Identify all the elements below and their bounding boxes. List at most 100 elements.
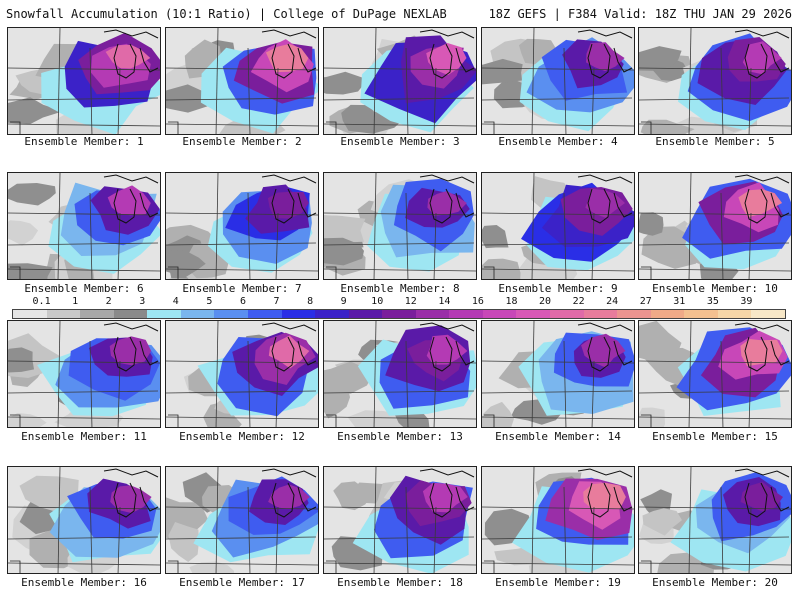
ensemble-member-label: Ensemble Member: 2	[182, 135, 302, 148]
state-border	[215, 173, 219, 279]
snowfall-map	[639, 321, 791, 427]
state-border	[591, 212, 595, 279]
ensemble-member-map	[7, 172, 161, 280]
snow-band-intensity	[267, 191, 309, 219]
state-border	[8, 506, 160, 510]
state-border	[166, 536, 317, 540]
state-border	[482, 390, 633, 394]
state-border	[482, 536, 633, 540]
great-lakes-outline	[261, 322, 317, 372]
legend-tick-label: 6	[239, 296, 246, 307]
map-inset-border	[641, 266, 652, 279]
state-border	[373, 28, 377, 134]
state-border	[166, 67, 318, 71]
great-lakes-outline	[734, 174, 790, 224]
state-border	[215, 28, 219, 134]
state-border	[166, 242, 317, 246]
legend-swatch	[214, 310, 248, 318]
state-border	[275, 67, 279, 134]
state-border	[531, 467, 535, 573]
light-snow-area	[482, 258, 521, 279]
ensemble-member-map	[165, 320, 319, 428]
snow-band-intensity	[583, 482, 626, 510]
state-border	[166, 123, 318, 127]
light-snow-area	[8, 97, 64, 125]
ensemble-member-label: Ensemble Member: 11	[21, 430, 147, 443]
legend-tick-label: 3	[139, 296, 146, 307]
state-border	[166, 97, 317, 101]
state-border	[482, 416, 634, 420]
legend-tick-label: 1	[72, 296, 79, 307]
legend-colorbar	[12, 309, 786, 319]
state-border	[166, 212, 318, 216]
ensemble-member-map	[638, 466, 792, 574]
state-border	[531, 173, 535, 279]
state-border	[324, 268, 476, 272]
light-snow-area	[324, 215, 366, 243]
ensemble-member-label: Ensemble Member: 20	[652, 576, 778, 589]
state-border	[247, 486, 251, 573]
legend-swatch	[46, 310, 81, 318]
state-border	[639, 242, 790, 246]
legend-tick-label: 9	[340, 296, 347, 307]
state-border	[720, 340, 724, 427]
light-snow-area	[166, 250, 206, 278]
state-border	[275, 212, 279, 279]
ensemble-member-label: Ensemble Member: 18	[337, 576, 463, 589]
map-inset-border	[168, 560, 179, 573]
state-border	[166, 360, 318, 364]
state-border	[405, 340, 409, 427]
state-border	[324, 506, 476, 510]
state-border	[591, 67, 595, 134]
map-inset-border	[641, 121, 652, 134]
state-border	[247, 192, 251, 279]
snowfall-map	[639, 28, 791, 134]
state-border	[482, 360, 634, 364]
ensemble-member-map	[165, 27, 319, 135]
state-border	[591, 360, 595, 427]
great-lakes-outline	[103, 322, 159, 372]
ensemble-member-label: Ensemble Member: 13	[337, 430, 463, 443]
legend-swatch	[751, 310, 785, 318]
snowfall-map	[166, 173, 318, 279]
ensemble-member-label: Ensemble Member: 17	[179, 576, 305, 589]
great-lakes-outline	[419, 29, 475, 79]
ensemble-member-map	[481, 172, 635, 280]
great-lakes-outline	[577, 468, 633, 518]
map-inset-border	[484, 414, 495, 427]
ensemble-member-map	[481, 466, 635, 574]
legend-tick-label: 0.1	[32, 296, 51, 307]
color-legend: 0.1 1 2 3 4 5 6 7 8 9 10 12 14 16 18 20 22 24 27 31 35 39	[12, 296, 788, 319]
great-lakes-outline	[577, 29, 633, 79]
state-border	[89, 47, 93, 134]
state-border	[324, 390, 475, 394]
snowfall-map	[324, 173, 476, 279]
legend-swatch	[482, 310, 517, 318]
snowfall-map	[166, 28, 318, 134]
state-border	[482, 268, 634, 272]
snow-band-intensity	[107, 185, 151, 216]
light-snow-area	[642, 508, 682, 536]
state-border	[639, 536, 790, 540]
state-border	[324, 562, 476, 566]
legend-tick-label: 2	[105, 296, 112, 307]
snow-band-intensity	[586, 42, 625, 72]
state-border	[57, 28, 61, 134]
legend-swatch	[650, 310, 685, 318]
legend-tick-label: 24	[606, 296, 619, 307]
state-border	[57, 321, 61, 427]
legend-swatch	[281, 310, 316, 318]
light-snow-area	[639, 407, 665, 427]
state-border	[639, 97, 790, 101]
light-snow-area	[640, 119, 695, 134]
legend-tick-label: 35	[706, 296, 719, 307]
snowfall-map	[482, 173, 634, 279]
ensemble-member-map	[165, 466, 319, 574]
ensemble-member-map	[7, 466, 161, 574]
ensemble-member-map	[638, 172, 792, 280]
state-border	[324, 536, 475, 540]
light-snow-area	[189, 561, 235, 573]
snowfall-map	[8, 467, 160, 573]
state-border	[89, 486, 93, 573]
snowfall-map	[324, 467, 476, 573]
